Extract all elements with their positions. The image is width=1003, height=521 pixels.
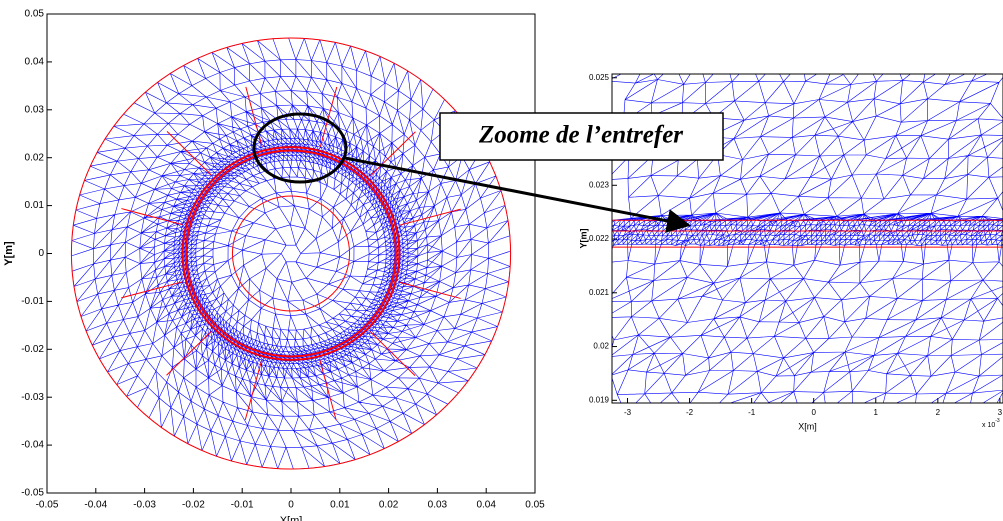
y-tick-label: -0.03	[21, 392, 44, 403]
y-tick-label: -0.05	[21, 488, 44, 499]
y-tick-label: 0.04	[25, 57, 45, 68]
x-tick-label: 0.01	[330, 500, 350, 511]
figure: -0.05 -0.04 -0.03 -0.02 -0.01 0 0.01 0.02 0.03 0.…	[0, 0, 1003, 521]
y-tick-label: -0.01	[21, 296, 44, 307]
x-tick-label: -0.02	[182, 500, 205, 511]
x-tick-label: -3	[624, 408, 632, 417]
y-tick-label: 0.019	[589, 395, 610, 404]
x-tick-label: 0.02	[379, 500, 399, 511]
y-tick-label: 0.022	[589, 234, 610, 243]
x-tick-label: -0.04	[84, 500, 107, 511]
x-tick-label: -2	[686, 408, 694, 417]
x-tick-label: 1	[874, 408, 879, 417]
x-tick-label: 0.04	[476, 500, 496, 511]
x-tick-label: 0	[811, 408, 816, 417]
y-tick-label: 0	[38, 248, 44, 259]
plot-area	[47, 14, 535, 493]
y-tick-label: -0.02	[21, 344, 44, 355]
annotation: Zoome de l’entrefer	[478, 122, 683, 149]
x-axis-label: X[m]	[798, 421, 817, 431]
plot-background	[47, 14, 535, 493]
y-tick-label: -0.04	[21, 440, 44, 451]
x-tick-label: 0	[288, 500, 294, 511]
x-tick-label: 2	[936, 408, 941, 417]
y-tick-label: 0.025	[589, 73, 610, 82]
y-tick-label: 0.03	[25, 104, 45, 115]
x-multiplier: x 10-3	[982, 418, 1000, 429]
x-tick-label: -0.05	[36, 500, 59, 511]
y-tick-label: 0.01	[25, 200, 45, 211]
y-axis-label: Y[m]	[578, 228, 588, 248]
x-tick-label: 0.03	[428, 500, 448, 511]
y-tick-label: 0.05	[25, 9, 45, 20]
x-tick-label: -0.01	[231, 500, 254, 511]
x-axis-label: X[m]	[280, 515, 303, 521]
y-tick-label: 0.02	[25, 152, 45, 163]
multiplier-exponent: -3	[995, 418, 1000, 424]
multiplier-base: x 10	[982, 422, 995, 429]
y-tick-label: 0.02	[593, 342, 609, 351]
x-tick-label: 0.05	[525, 500, 545, 511]
x-tick-label: 3	[998, 408, 1003, 417]
x-tick-label: -1	[748, 408, 756, 417]
y-tick-label: 0.023	[589, 180, 610, 189]
y-tick-label: 0.021	[589, 288, 610, 297]
y-axis-label: Y[m]	[3, 241, 15, 266]
x-tick-label: -0.03	[133, 500, 156, 511]
